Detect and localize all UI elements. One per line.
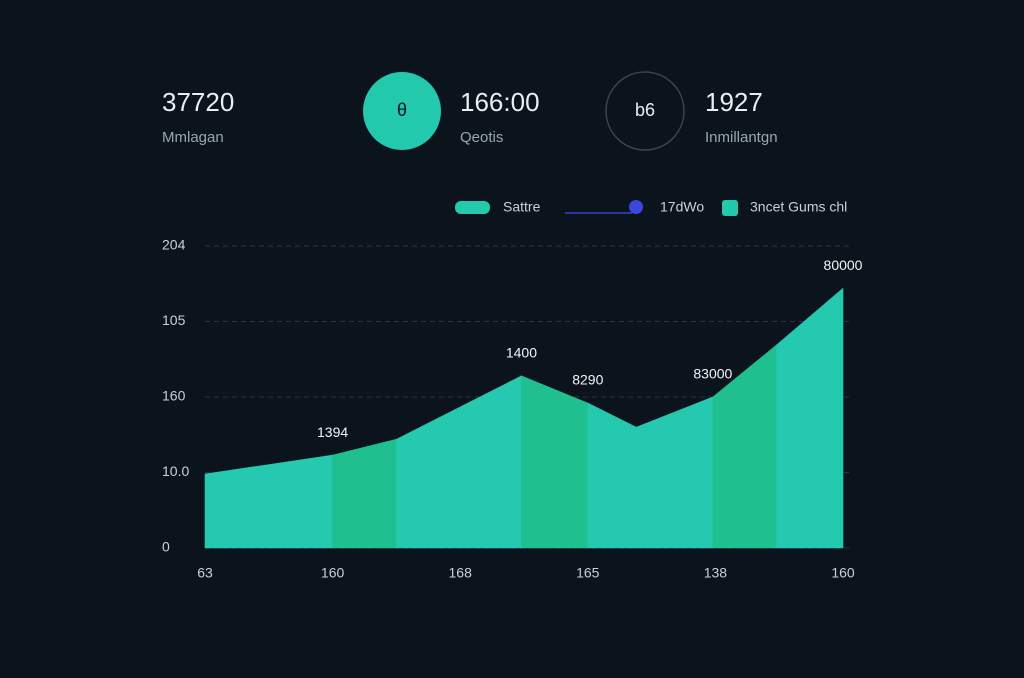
- x-tick-label: 160: [321, 565, 345, 581]
- x-tick-label: 168: [449, 565, 473, 581]
- y-tick-label: 160: [162, 388, 186, 404]
- data-label: 83000: [693, 366, 732, 382]
- legend-label: 17dWo: [660, 199, 704, 215]
- y-tick-label: 10.0: [162, 463, 189, 479]
- x-tick-label: 63: [197, 565, 213, 581]
- x-tick-label: 138: [704, 565, 728, 581]
- stat-value: 37720: [162, 87, 234, 117]
- x-tick-label: 160: [831, 565, 855, 581]
- legend-swatch: [455, 201, 490, 214]
- area-segment: [332, 438, 397, 549]
- y-tick-label: 105: [162, 312, 186, 328]
- data-label: 1394: [317, 424, 348, 440]
- legend-label: 3ncet Gums chl: [750, 199, 847, 215]
- stat-icon: [605, 71, 685, 151]
- legend-swatch: [629, 200, 643, 214]
- stat-icon: [363, 72, 441, 150]
- legend-label: Sattre: [503, 199, 541, 215]
- icon-text: θ: [397, 100, 407, 120]
- y-tick-label: 0: [162, 539, 170, 555]
- stat-value: 1927: [705, 87, 763, 117]
- data-label: 1400: [506, 345, 537, 361]
- stat-value: 166:00: [460, 87, 540, 117]
- area-segment: [587, 402, 637, 549]
- x-tick-label: 165: [576, 565, 600, 581]
- stat-label: Mmlagan: [162, 129, 224, 146]
- icon-text: b6: [635, 100, 655, 120]
- data-label: 8290: [572, 372, 603, 388]
- area-segment: [776, 287, 844, 549]
- stat-label: Inmillantgn: [705, 129, 778, 146]
- y-tick-label: 204: [162, 237, 186, 253]
- legend-swatch: [722, 200, 738, 216]
- stat-label: Qeotis: [460, 129, 503, 146]
- data-label: 80000: [824, 257, 863, 273]
- area-segment: [521, 375, 589, 549]
